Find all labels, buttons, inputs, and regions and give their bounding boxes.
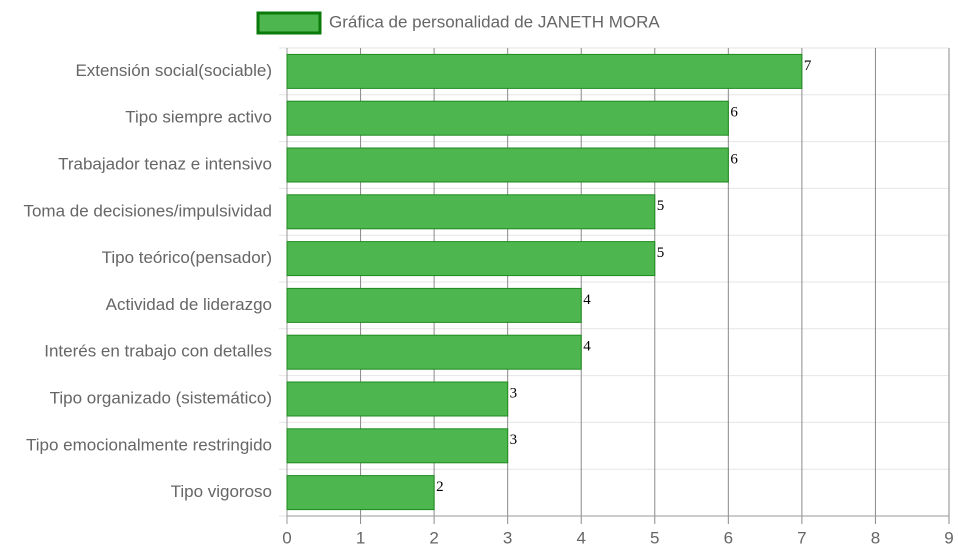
bar [286,475,435,511]
x-tick-label: 2 [429,528,438,547]
y-tick-label: Actividad de liderazgo [106,295,272,314]
x-tick-label: 4 [576,528,585,547]
value-label: 3 [510,385,517,401]
value-label: 7 [804,58,812,74]
bar [286,287,582,323]
legend-swatch [256,11,322,35]
value-label: 2 [436,479,444,495]
y-tick-label: Trabajador tenaz e intensivo [58,154,272,173]
y-tick-label: Tipo siempre activo [125,108,272,127]
x-tick-label: 8 [871,528,880,547]
y-tick-label: Tipo teórico(pensador) [102,248,272,267]
bar [286,147,729,183]
bar [286,334,582,370]
x-tick-label: 5 [650,528,659,547]
y-tick-label: Toma de decisiones/impulsividad [23,201,272,220]
y-tick-label: Extensión social(sociable) [75,61,272,80]
x-tick-label: 1 [356,528,365,547]
value-label: 6 [730,151,738,167]
x-tick-label: 0 [282,528,291,547]
y-tick-label: Tipo emocionalmente restringido [26,435,272,454]
bar [286,194,656,230]
bar [286,241,656,277]
x-tick-label: 3 [503,528,512,547]
y-tick-label: Tipo vigoroso [171,482,272,501]
bar [286,428,509,464]
legend-label: Gráfica de personalidad de JANETH MORA [329,12,660,31]
x-tick-label: 6 [724,528,733,547]
bar [286,100,729,136]
value-label: 5 [657,245,665,261]
x-tick-label: 7 [797,528,806,547]
bar [286,53,803,89]
value-label: 5 [657,198,665,214]
value-label: 6 [730,105,738,121]
value-label: 4 [583,292,591,308]
value-label: 3 [510,432,517,448]
value-label: 4 [583,339,591,355]
y-tick-label: Interés en trabajo con detalles [44,342,272,361]
bar [286,381,509,417]
x-tick-label: 9 [944,528,953,547]
y-tick-label: Tipo organizado (sistemático) [50,388,272,407]
